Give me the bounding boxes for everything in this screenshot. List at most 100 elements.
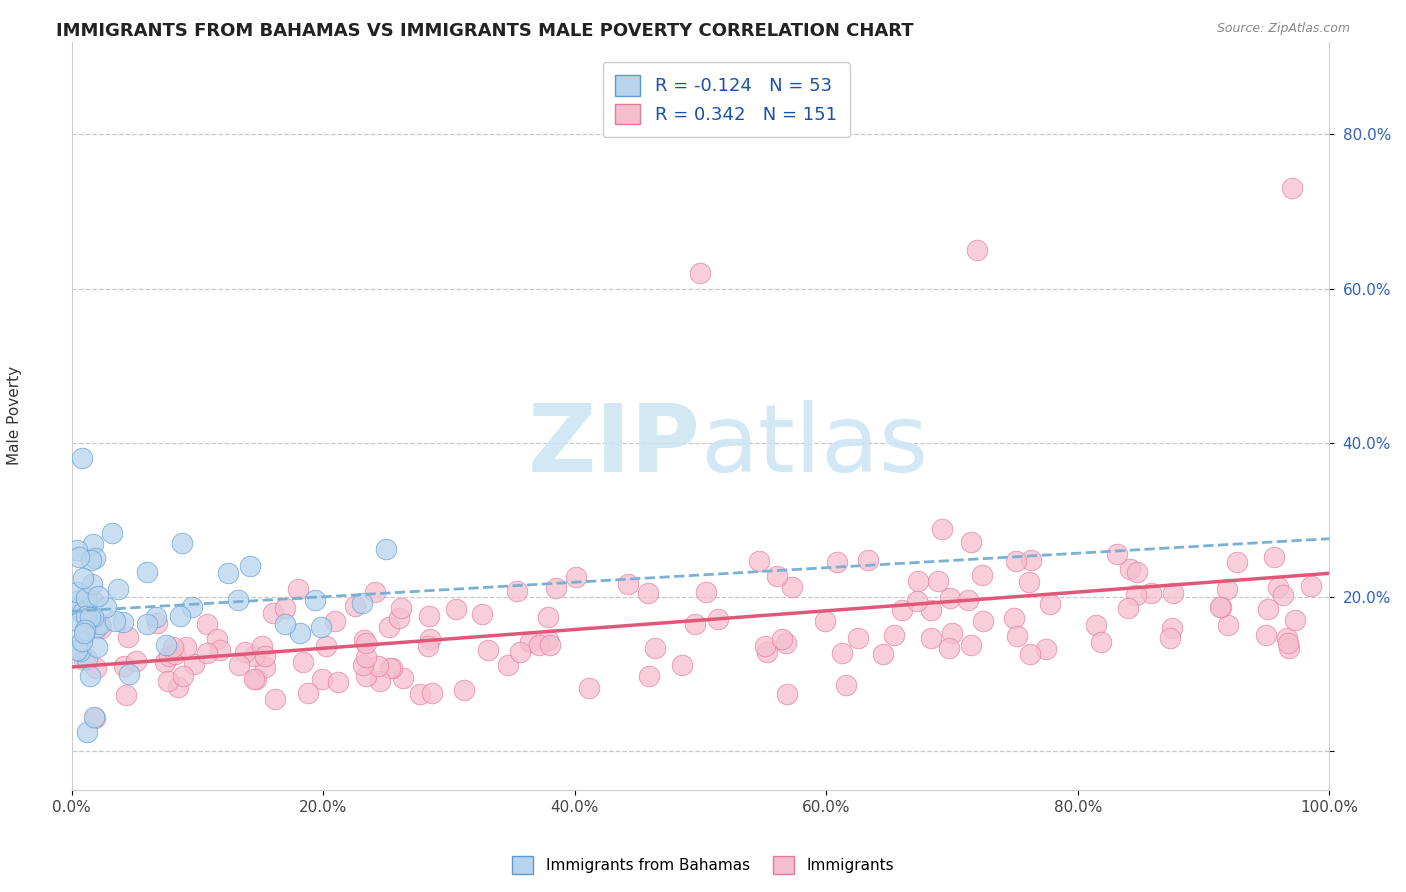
- Point: [527, 639, 550, 653]
- Point: [107, 582, 129, 596]
- Point: [416, 639, 439, 653]
- Text: Source: ZipAtlas.com: Source: ZipAtlas.com: [1216, 22, 1350, 36]
- Point: [86, 640, 108, 654]
- Point: [169, 608, 191, 623]
- Point: [297, 686, 319, 700]
- Point: [1159, 631, 1181, 645]
- Point: [288, 626, 311, 640]
- Point: [262, 606, 284, 620]
- Point: [83, 551, 105, 566]
- Point: [506, 583, 529, 598]
- Point: [419, 632, 441, 646]
- Point: [1085, 617, 1108, 632]
- Point: [145, 610, 167, 624]
- Point: [69, 643, 91, 657]
- Point: [125, 654, 148, 668]
- Point: [82, 610, 104, 624]
- Point: [367, 658, 389, 673]
- Point: [960, 638, 983, 652]
- Point: [84, 711, 107, 725]
- Point: [172, 536, 194, 550]
- Point: [782, 580, 804, 594]
- Point: [1105, 547, 1128, 561]
- Point: [153, 655, 176, 669]
- Point: [90, 621, 112, 635]
- Point: [205, 632, 228, 646]
- Point: [79, 609, 101, 624]
- Point: [243, 649, 266, 664]
- Text: Male Poverty: Male Poverty: [7, 367, 22, 466]
- Point: [96, 599, 118, 614]
- Point: [352, 658, 374, 673]
- Point: [111, 615, 134, 630]
- Point: [70, 599, 93, 613]
- Point: [848, 631, 870, 645]
- Point: [1163, 586, 1185, 600]
- Point: [253, 648, 276, 663]
- Point: [73, 653, 96, 667]
- Point: [883, 628, 905, 642]
- Point: [408, 687, 430, 701]
- Point: [905, 593, 928, 607]
- Point: [136, 565, 159, 579]
- Point: [683, 616, 706, 631]
- Point: [1254, 628, 1277, 642]
- Point: [67, 615, 90, 629]
- Point: [1277, 636, 1299, 650]
- Point: [496, 657, 519, 672]
- Point: [75, 591, 97, 605]
- Point: [959, 534, 981, 549]
- Point: [72, 571, 94, 585]
- Point: [183, 657, 205, 672]
- Point: [939, 591, 962, 605]
- Point: [101, 526, 124, 541]
- Point: [245, 672, 267, 686]
- Point: [67, 549, 90, 564]
- Legend: Immigrants from Bahamas, Immigrants: Immigrants from Bahamas, Immigrants: [506, 850, 900, 880]
- Point: [65, 543, 87, 558]
- Point: [509, 645, 531, 659]
- Point: [162, 640, 184, 654]
- Point: [354, 669, 377, 683]
- Point: [707, 612, 730, 626]
- Point: [253, 660, 276, 674]
- Point: [637, 669, 659, 683]
- Point: [157, 673, 180, 688]
- Point: [418, 609, 440, 624]
- Point: [1226, 555, 1249, 569]
- Point: [931, 522, 953, 536]
- Point: [1126, 565, 1149, 579]
- Point: [938, 641, 960, 656]
- Point: [389, 601, 412, 615]
- Point: [1216, 618, 1239, 632]
- Point: [972, 615, 994, 629]
- Point: [536, 610, 558, 624]
- Point: [1277, 640, 1299, 655]
- Point: [172, 669, 194, 683]
- Point: [920, 631, 942, 645]
- Point: [309, 619, 332, 633]
- Point: [233, 645, 256, 659]
- Point: [1118, 562, 1140, 576]
- Point: [354, 636, 377, 650]
- Point: [323, 615, 346, 629]
- Point: [890, 602, 912, 616]
- Point: [195, 617, 218, 632]
- Point: [89, 616, 111, 631]
- Point: [163, 648, 186, 662]
- Point: [770, 632, 793, 646]
- Point: [966, 243, 988, 257]
- Point: [927, 574, 949, 589]
- Point: [1002, 611, 1025, 625]
- Point: [392, 671, 415, 685]
- Text: IMMIGRANTS FROM BAHAMAS VS IMMIGRANTS MALE POVERTY CORRELATION CHART: IMMIGRANTS FROM BAHAMAS VS IMMIGRANTS MA…: [56, 22, 914, 40]
- Point: [311, 672, 333, 686]
- Point: [420, 686, 443, 700]
- Point: [858, 553, 880, 567]
- Point: [381, 661, 404, 675]
- Point: [1140, 586, 1163, 600]
- Point: [477, 643, 499, 657]
- Point: [65, 643, 87, 657]
- Point: [1299, 579, 1322, 593]
- Point: [76, 725, 98, 739]
